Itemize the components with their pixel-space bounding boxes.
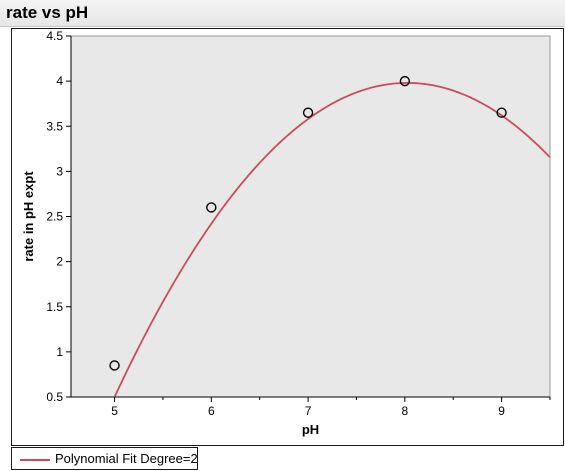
y-tick-label: 4 xyxy=(56,74,63,88)
y-tick-label: 2 xyxy=(56,255,63,269)
data-points xyxy=(109,75,507,371)
legend-swatch-fit xyxy=(20,459,50,461)
x-tick-label: 5 xyxy=(111,404,118,418)
title-bar: rate vs pH xyxy=(0,0,565,27)
data-point-3 xyxy=(399,75,411,87)
x-tick-label: 8 xyxy=(402,404,409,418)
legend: Polynomial Fit Degree=2 xyxy=(11,447,564,471)
x-tick-label: 7 xyxy=(305,404,312,418)
data-point-2 xyxy=(302,107,314,118)
y-tick-label: 3 xyxy=(56,164,63,178)
data-point-1 xyxy=(206,202,217,213)
chart-title: rate vs pH xyxy=(6,3,89,22)
y-tick-label: 4.5 xyxy=(46,29,63,43)
plot-area xyxy=(70,35,551,398)
x-tick-label: 6 xyxy=(208,404,215,418)
legend-box: Polynomial Fit Degree=2 xyxy=(11,447,198,470)
y-tick-label: 3.5 xyxy=(46,119,63,133)
data-point-0 xyxy=(109,360,120,371)
data-point-4 xyxy=(496,107,507,118)
y-tick-label: 1.5 xyxy=(46,300,63,314)
y-tick-label: 0.5 xyxy=(46,390,63,404)
y-tick-label: 1 xyxy=(56,345,63,359)
legend-label-fit: Polynomial Fit Degree=2 xyxy=(55,451,198,466)
y-axis: 0.5 1 1.5 2 2.5 3 3.5 4 4.5 xyxy=(46,29,72,404)
x-tick-label: 9 xyxy=(498,404,505,418)
x-axis: 5 6 7 8 9 xyxy=(71,396,550,418)
x-axis-label: pH xyxy=(302,422,319,437)
y-tick-label: 2.5 xyxy=(46,210,63,224)
fit-curve xyxy=(114,82,551,397)
y-axis-label: rate in pH expt xyxy=(21,171,36,262)
